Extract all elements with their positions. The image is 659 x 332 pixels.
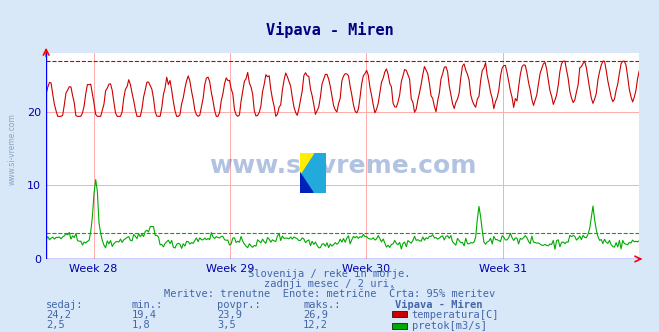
Text: 24,2: 24,2 bbox=[46, 310, 71, 320]
Text: temperatura[C]: temperatura[C] bbox=[412, 310, 500, 320]
Text: povpr.:: povpr.: bbox=[217, 300, 261, 310]
Text: sedaj:: sedaj: bbox=[46, 300, 84, 310]
Text: min.:: min.: bbox=[132, 300, 163, 310]
Bar bbox=[392, 323, 407, 329]
Text: maks.:: maks.: bbox=[303, 300, 341, 310]
Text: pretok[m3/s]: pretok[m3/s] bbox=[412, 321, 487, 331]
Polygon shape bbox=[300, 153, 313, 173]
Polygon shape bbox=[300, 153, 326, 193]
Text: 2,5: 2,5 bbox=[46, 320, 65, 330]
Text: Vipava - Miren: Vipava - Miren bbox=[395, 300, 483, 310]
Text: 1,8: 1,8 bbox=[132, 320, 150, 330]
Text: 3,5: 3,5 bbox=[217, 320, 236, 330]
Text: www.si-vreme.com: www.si-vreme.com bbox=[209, 154, 476, 178]
Text: Slovenija / reke in morje.: Slovenija / reke in morje. bbox=[248, 269, 411, 279]
Polygon shape bbox=[300, 173, 313, 193]
Bar bbox=[392, 311, 407, 317]
Text: 12,2: 12,2 bbox=[303, 320, 328, 330]
Text: www.si-vreme.com: www.si-vreme.com bbox=[8, 114, 17, 185]
Text: Vipava - Miren: Vipava - Miren bbox=[266, 22, 393, 38]
Text: Meritve: trenutne  Enote: metrične  Črta: 95% meritev: Meritve: trenutne Enote: metrične Črta: … bbox=[164, 289, 495, 299]
Text: 19,4: 19,4 bbox=[132, 310, 157, 320]
Text: 23,9: 23,9 bbox=[217, 310, 243, 320]
Text: 26,9: 26,9 bbox=[303, 310, 328, 320]
Text: zadnji mesec / 2 uri.: zadnji mesec / 2 uri. bbox=[264, 279, 395, 289]
